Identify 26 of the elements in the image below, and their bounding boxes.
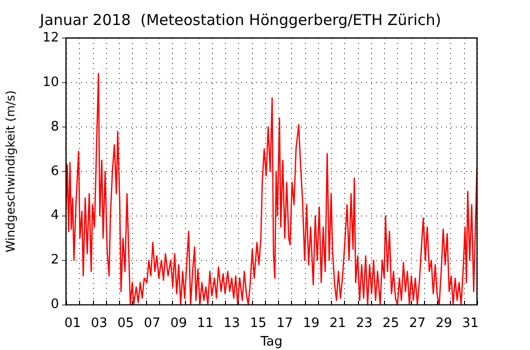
x-tick-label: 15 [250, 316, 267, 331]
y-tick-label: 0 [50, 297, 59, 312]
y-tick-label: 2 [50, 252, 59, 268]
x-tick-label: 11 [196, 316, 214, 331]
x-tick-label: 05 [117, 316, 134, 331]
x-tick-label: 07 [144, 316, 160, 331]
x-tick-label: 13 [223, 316, 240, 331]
y-tick-label: 10 [42, 74, 59, 90]
x-tick-label: 21 [330, 316, 346, 331]
x-tick-label: 25 [382, 316, 400, 331]
y-axis-title: Windgeschwindigkeit (m/s) [3, 90, 18, 252]
x-tick-label: 01 [64, 316, 81, 331]
x-tick-label: 23 [356, 316, 373, 331]
x-tick-label: 03 [90, 316, 108, 331]
x-tick-label: 31 [462, 316, 479, 331]
x-tick-label: 17 [276, 316, 294, 331]
x-tick-label: 09 [170, 316, 187, 331]
chart-title: Januar 2018 (Meteostation Hönggerberg/ETH Zürich) [38, 10, 442, 29]
y-tick-label: 8 [50, 119, 59, 134]
x-tick-label: 19 [303, 316, 320, 331]
x-tick-label: 29 [436, 316, 452, 331]
y-tick-label: 4 [50, 208, 59, 224]
y-tick-label: 12 [42, 30, 59, 46]
y-tick-label: 6 [50, 164, 59, 179]
x-axis-title: Tag [259, 334, 283, 350]
x-tick-label: 27 [409, 316, 426, 331]
